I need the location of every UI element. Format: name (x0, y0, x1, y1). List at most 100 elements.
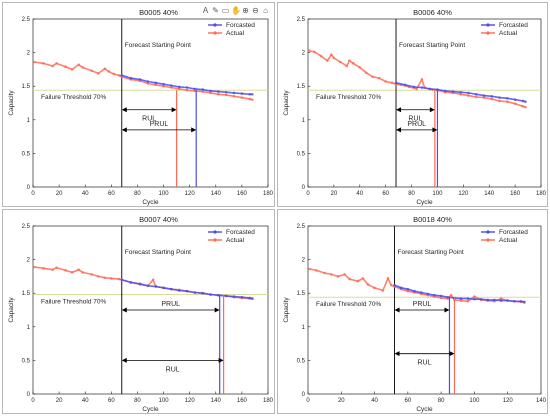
chart-svg: B0007 40% 0 20 40 60 80 100 120 140 160 180 0 0.5 1 1.… (8, 215, 274, 413)
data-point-actual (55, 266, 58, 269)
data-point-forcasted (217, 293, 220, 297)
chart-title: B0007 40% (139, 215, 178, 224)
x-tick-label: 100 (159, 191, 170, 197)
rul-arrow-arrowhead-left (396, 107, 402, 113)
data-point-actual (381, 289, 385, 292)
x-tick-label: 160 (237, 398, 248, 404)
y-tick-label: 0.5 (22, 151, 31, 157)
chart-svg: B0005 40% 0 20 40 60 80 100 120 140 160 180 0 0.5 1 1.… (8, 8, 274, 206)
data-point-forcasted (224, 90, 228, 94)
data-point-forcasted (138, 78, 142, 81)
chart-title: B0018 40% (413, 215, 452, 224)
data-point-forcasted (519, 299, 523, 303)
data-point-actual (364, 71, 368, 75)
data-point-forcasted (394, 81, 398, 85)
y-tick-label: 1.5 (22, 291, 31, 297)
hand-icon[interactable]: ✋ (231, 6, 241, 15)
data-point-actual (506, 100, 509, 103)
x-tick-label: 40 (356, 191, 363, 197)
y-tick-label: 0 (302, 185, 306, 191)
data-point-forcasted (170, 287, 173, 291)
zoom-in-icon[interactable]: ⊕ (242, 6, 249, 15)
data-point-actual (307, 49, 311, 52)
text-icon[interactable]: A (202, 6, 209, 15)
brush-icon[interactable]: ✎ (212, 6, 219, 15)
y-tick-label: 2 (302, 51, 306, 57)
data-point-forcasted (251, 92, 254, 96)
x-tick-label: 180 (263, 191, 274, 197)
data-point-actual (482, 96, 486, 99)
x-tick-label: 100 (432, 191, 443, 197)
data-point-forcasted (459, 297, 463, 300)
data-point-actual (345, 64, 349, 68)
data-point-forcasted (513, 98, 517, 101)
data-point-actual (33, 265, 36, 269)
data-point-actual (498, 99, 501, 103)
data-point-forcasted (466, 297, 470, 300)
data-point-actual (406, 289, 410, 293)
data-point-actual (77, 63, 80, 66)
data-point-actual (232, 94, 236, 98)
y-tick-label: 0 (27, 185, 31, 191)
data-point-actual (248, 97, 252, 101)
x-tick-label: 60 (108, 191, 115, 197)
data-point-actual (51, 64, 54, 68)
x-tick-label: 20 (338, 398, 345, 404)
data-point-actual (90, 273, 94, 276)
data-point-forcasted (524, 100, 527, 103)
y-tick-label: 1 (302, 118, 306, 124)
x-tick-label: 180 (263, 398, 274, 404)
chart-panel-b0007: B0007 40% 0 20 40 60 80 100 120 140 160 180 0 0.5 1 1.… (2, 209, 275, 414)
data-point-actual (162, 84, 165, 88)
prul-arrow-label: PRUL (407, 121, 426, 128)
data-point-forcasted (209, 293, 212, 296)
x-tick-label: 0 (306, 398, 310, 404)
data-point-forcasted (146, 284, 150, 288)
failure-threshold-label: Failure Threshold 70% (41, 299, 106, 306)
data-point-actual (384, 80, 387, 83)
data-point-forcasted (433, 293, 436, 297)
data-point-actual (51, 268, 54, 271)
x-axis-label: Cycle (142, 406, 159, 413)
data-point-forcasted (154, 81, 158, 85)
data-point-actual (474, 95, 478, 99)
prul-arrow-arrowhead-left (394, 307, 400, 313)
x-tick-label: 80 (134, 191, 141, 197)
rul-arrow-arrowhead-right (449, 351, 455, 357)
home-icon[interactable]: ⌂ (263, 6, 268, 15)
data-point-actual (521, 105, 525, 108)
data-point-forcasted (479, 297, 483, 301)
data-point-actual (389, 283, 393, 287)
data-point-forcasted (493, 298, 496, 302)
data-point-actual (323, 271, 326, 275)
data-point-actual (459, 299, 463, 302)
data-point-forcasted (129, 281, 133, 284)
series-line-actual (34, 266, 253, 300)
data-point-forcasted (393, 283, 396, 287)
save-icon[interactable]: ▭ (221, 6, 230, 15)
legend-marker-forcasted (486, 23, 490, 27)
y-tick-label: 2.5 (297, 17, 306, 23)
rul-arrow-label: RUL (142, 116, 156, 123)
prul-arrow-arrowhead-right (191, 127, 197, 133)
data-point-actual (103, 67, 107, 71)
y-tick-label: 1 (302, 325, 306, 331)
zoom-out-icon[interactable]: ⊖ (252, 6, 259, 15)
rul-arrow-arrowhead-left (121, 107, 127, 113)
rul-arrow-label: RUL (417, 360, 431, 367)
x-tick-label: 180 (536, 191, 547, 197)
x-tick-label: 140 (536, 398, 547, 404)
data-point-forcasted (138, 282, 142, 286)
data-point-forcasted (162, 82, 165, 86)
data-point-forcasted (406, 287, 410, 291)
data-point-actual (459, 92, 463, 96)
x-tick-label: 140 (211, 191, 222, 197)
data-point-forcasted (523, 300, 526, 304)
legend-marker-actual (213, 31, 217, 35)
forecast-start-label: Forecast Starting Point (125, 42, 191, 49)
data-point-actual (339, 60, 342, 64)
data-point-actual (326, 59, 329, 62)
rul-arrow-arrowhead-right (218, 357, 224, 363)
data-point-actual (33, 60, 36, 64)
rul-arrow-arrowhead-left (121, 357, 127, 363)
